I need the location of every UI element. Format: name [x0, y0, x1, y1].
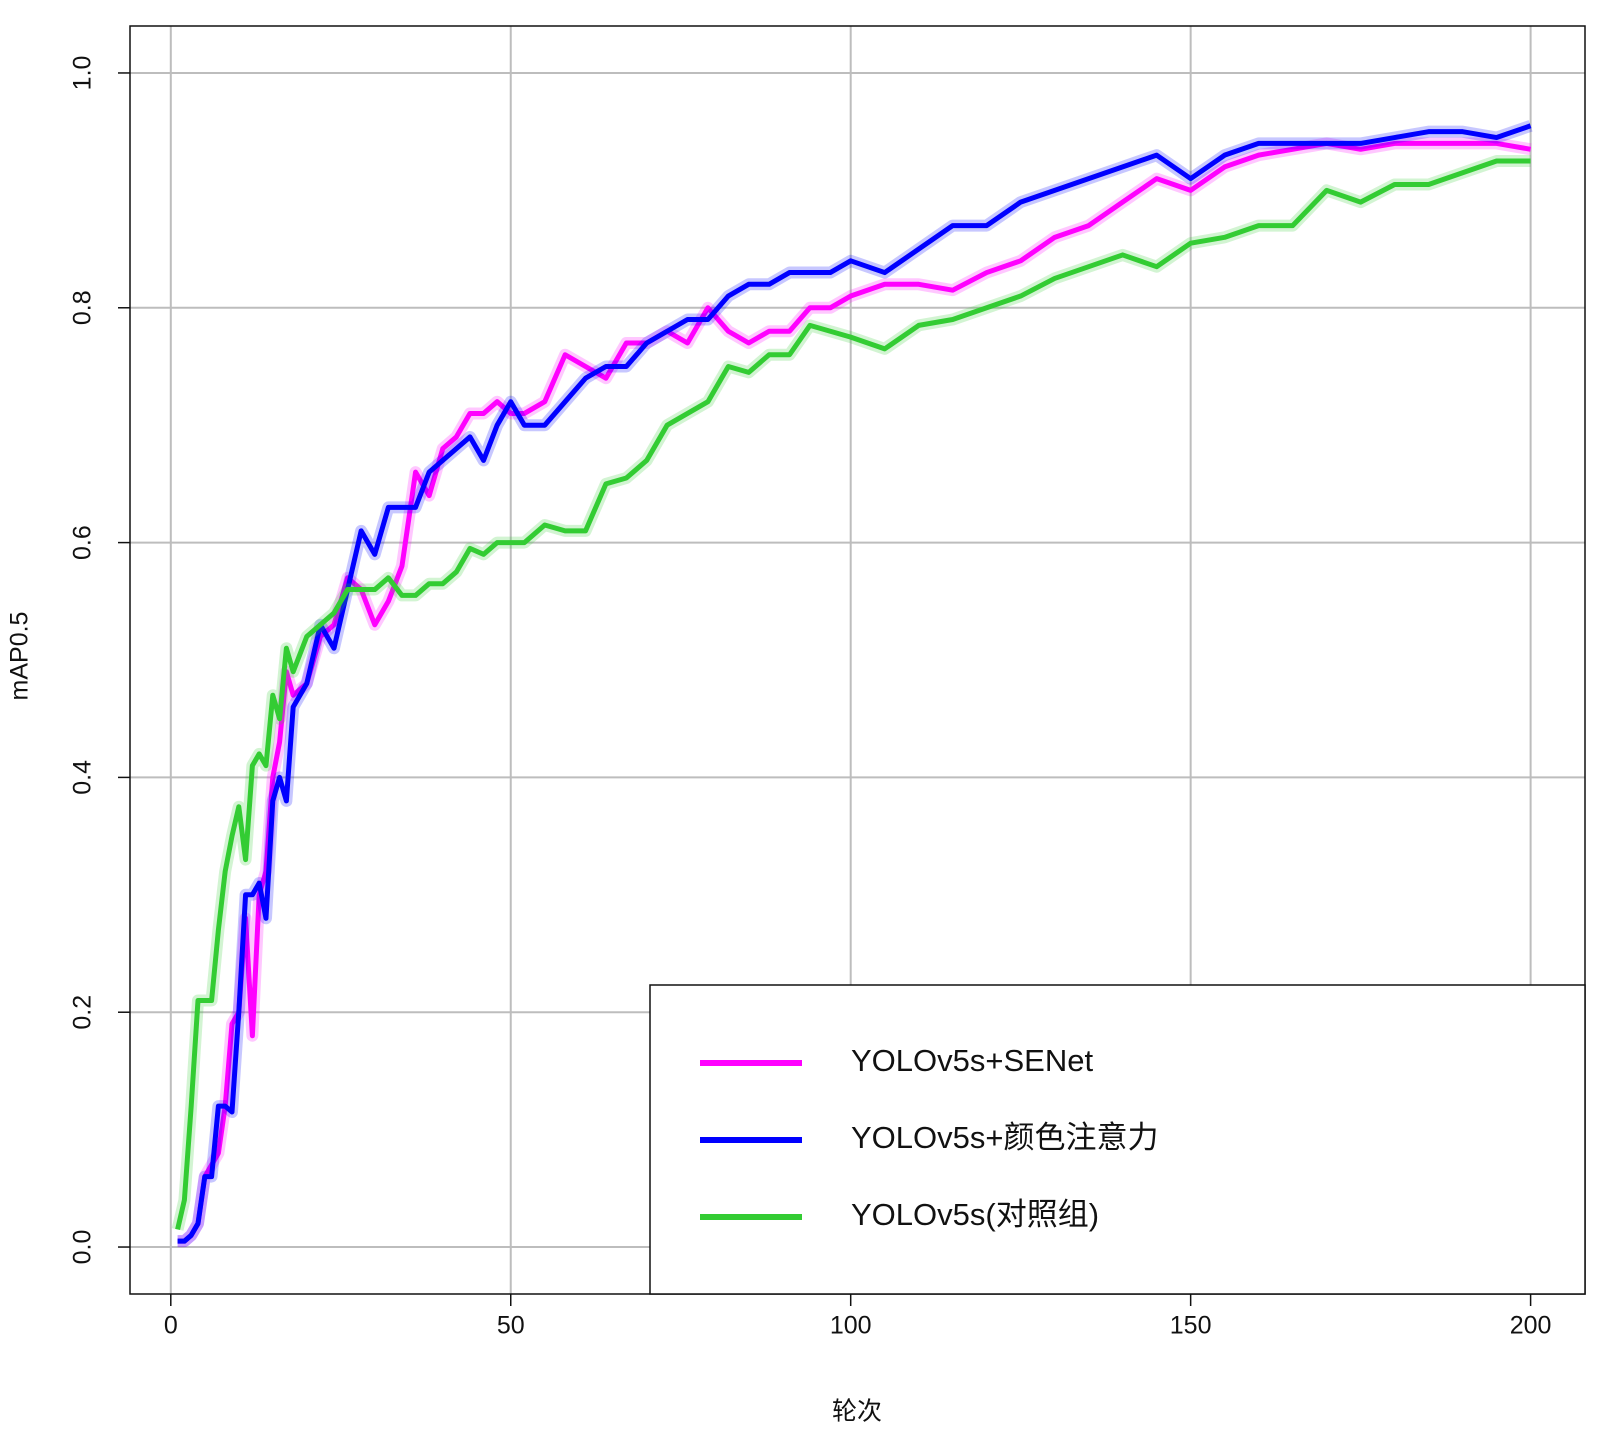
y-axis-label: mAP0.5 — [6, 612, 34, 701]
legend-label: YOLOv5s(对照组) — [851, 1197, 1099, 1232]
y-tick-label: 0.8 — [69, 290, 97, 325]
y-tick-label: 0.4 — [69, 760, 97, 795]
y-tick-label: 1.0 — [69, 56, 97, 91]
x-tick-label: 50 — [497, 1312, 525, 1340]
line — [175, 158, 1531, 1230]
x-tick-label: 0 — [164, 1312, 178, 1340]
y-tick-label: 0.6 — [69, 525, 97, 560]
legend-label: YOLOv5s+颜色注意力 — [851, 1120, 1159, 1155]
legend-label: YOLOv5s+SENet — [851, 1043, 1093, 1078]
line — [177, 140, 1532, 1244]
legend-box — [649, 984, 1586, 1295]
x-tick-label: 150 — [1170, 1312, 1212, 1340]
line — [177, 123, 1532, 1244]
x-tick-label: 100 — [830, 1312, 872, 1340]
x-tick-label: 200 — [1510, 1312, 1552, 1340]
y-tick-label: 0.0 — [69, 1230, 97, 1265]
x-axis-label: 轮次 — [832, 1398, 882, 1426]
y-tick-label: 0.2 — [69, 995, 97, 1030]
